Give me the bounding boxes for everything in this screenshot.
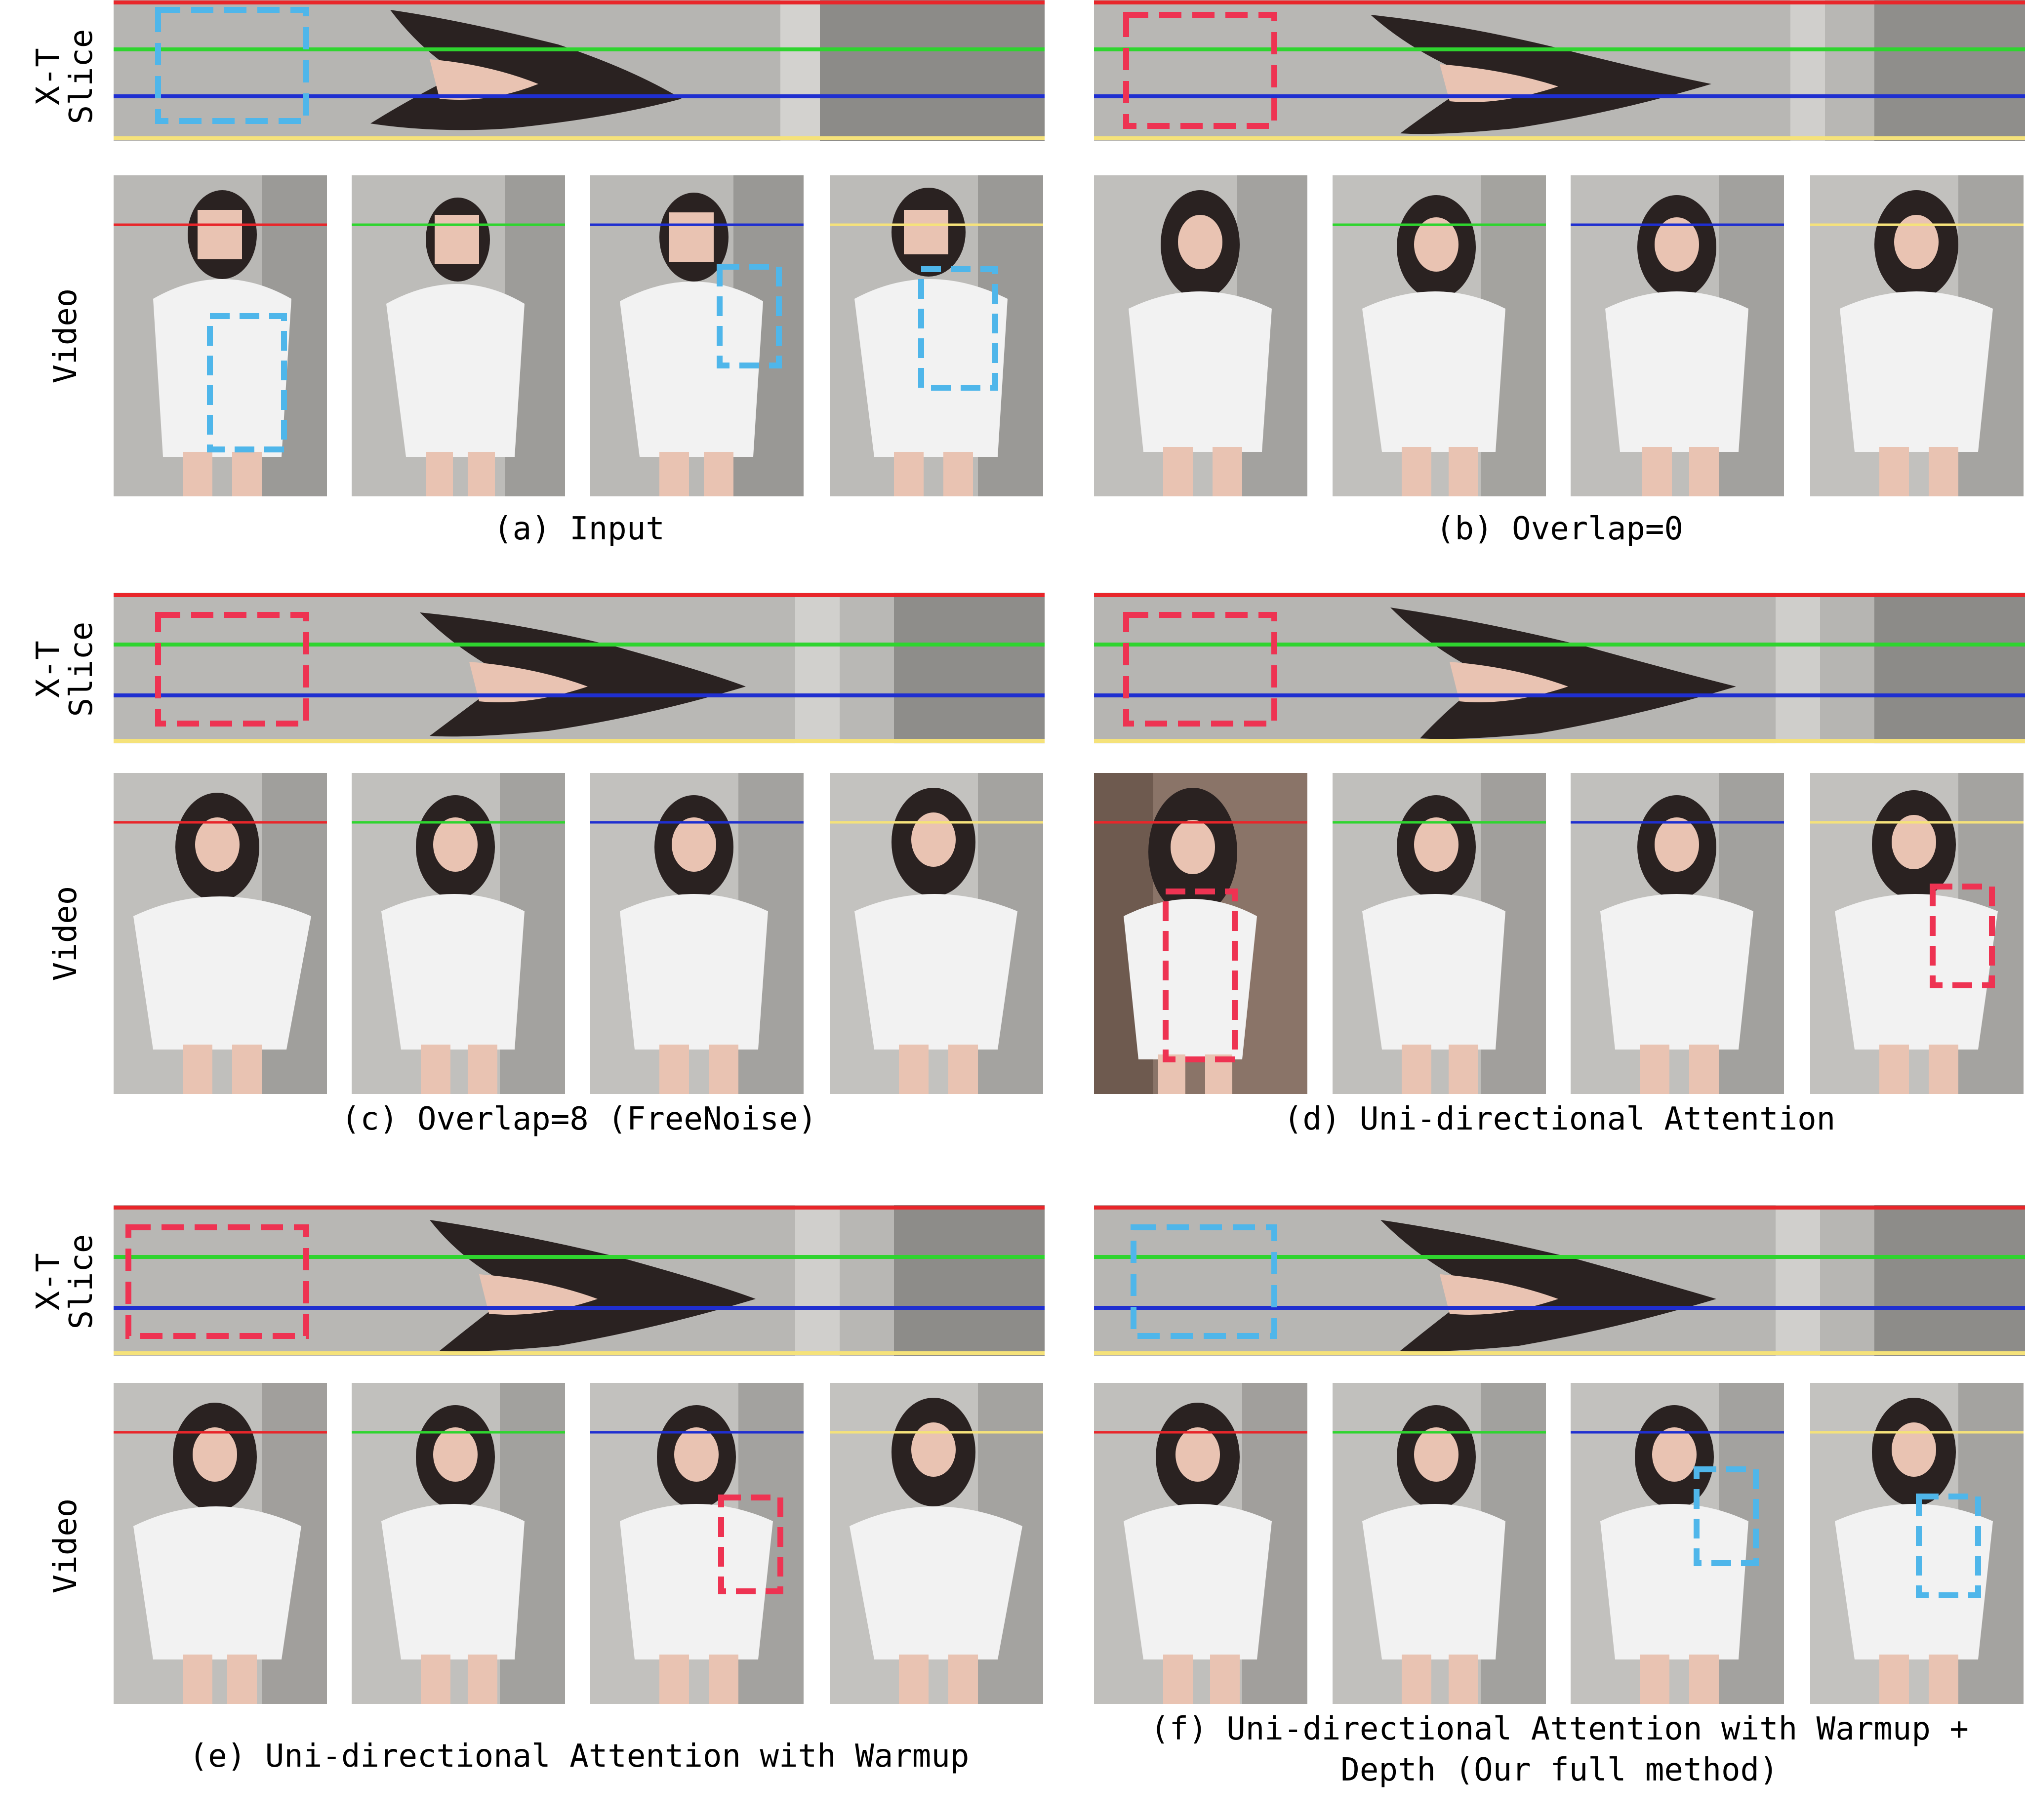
panel-caption-e: (e) Uni-directional Attention with Warmu… xyxy=(189,1738,970,1775)
video-row-label: Video xyxy=(47,1498,84,1594)
video-frame-c4 xyxy=(830,773,1043,1094)
xt-row-label: X-T Slice xyxy=(30,1234,100,1330)
video-frame-f3 xyxy=(1571,1383,1784,1704)
xt-slice-b xyxy=(1094,0,2025,141)
video-frame-e4 xyxy=(830,1383,1043,1704)
video-frame-d1 xyxy=(1094,773,1307,1094)
video-frame-b4 xyxy=(1810,175,2024,496)
video-frame-c2 xyxy=(352,773,565,1094)
video-frame-b3 xyxy=(1571,175,1784,496)
xt-row-label: X-T Slice xyxy=(30,621,100,717)
video-row-label: Video xyxy=(47,288,84,384)
video-frame-d2 xyxy=(1333,773,1546,1094)
video-frame-a2 xyxy=(352,175,565,496)
video-frame-f2 xyxy=(1333,1383,1546,1704)
video-frame-a4 xyxy=(830,175,1043,496)
xt-slice-f xyxy=(1094,1205,2025,1356)
video-frame-a1 xyxy=(114,175,327,496)
video-frame-b2 xyxy=(1333,175,1546,496)
video-frame-a3 xyxy=(590,175,804,496)
video-frame-e1 xyxy=(114,1383,327,1704)
panel-caption-a: (a) Input xyxy=(493,511,665,547)
panel-caption-f: (f) Uni-directional Attention with Warmu… xyxy=(1150,1711,1969,1789)
video-frame-b1 xyxy=(1094,175,1307,496)
panel-caption-d: (d) Uni-directional Attention xyxy=(1283,1101,1836,1137)
video-frame-d4 xyxy=(1810,773,2024,1094)
panel-caption-c: (c) Overlap=8 (FreeNoise) xyxy=(341,1101,817,1137)
video-frame-e2 xyxy=(352,1383,565,1704)
xt-slice-c xyxy=(114,593,1045,743)
xt-slice-e xyxy=(114,1205,1045,1356)
panel-caption-b: (b) Overlap=0 xyxy=(1436,511,1683,547)
xt-slice-a xyxy=(114,0,1045,141)
video-frame-c1 xyxy=(114,773,327,1094)
video-row-label: Video xyxy=(47,886,84,981)
video-frame-e3 xyxy=(590,1383,804,1704)
video-frame-f1 xyxy=(1094,1383,1307,1704)
video-frame-c3 xyxy=(590,773,804,1094)
xt-slice-d xyxy=(1094,593,2025,743)
xt-row-label: X-T Slice xyxy=(30,29,100,124)
video-frame-d3 xyxy=(1571,773,1784,1094)
video-frame-f4 xyxy=(1810,1383,2024,1704)
